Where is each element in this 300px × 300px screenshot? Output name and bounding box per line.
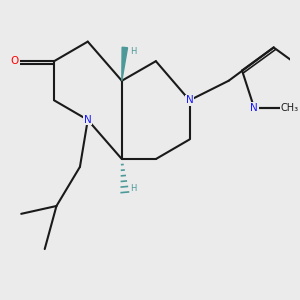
Text: N: N: [289, 103, 297, 113]
Text: O: O: [11, 56, 19, 66]
Text: N: N: [186, 95, 194, 105]
Text: H: H: [130, 184, 137, 193]
Text: H: H: [130, 47, 137, 56]
Text: N: N: [84, 115, 92, 125]
Text: N: N: [250, 103, 258, 113]
Polygon shape: [122, 47, 128, 81]
Text: CH₃: CH₃: [280, 103, 298, 113]
